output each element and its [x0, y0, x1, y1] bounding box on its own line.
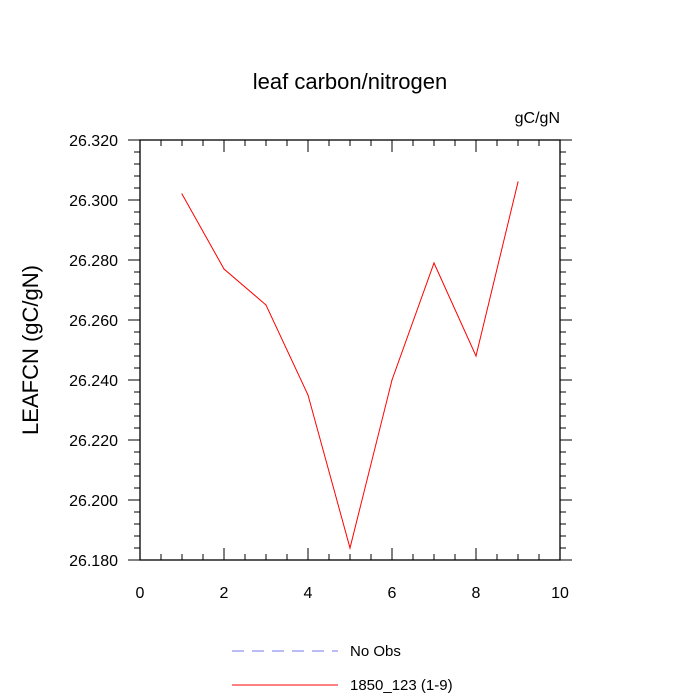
legend-label-no-obs: No Obs — [350, 643, 401, 660]
y-tick-label: 26.200 — [69, 493, 118, 510]
legend: No Obs 1850_123 (1-9) — [232, 643, 453, 694]
x-tick-label: 8 — [472, 585, 481, 602]
x-tick-label: 6 — [388, 585, 397, 602]
y-tick-label: 26.280 — [69, 253, 118, 270]
x-tick-label: 10 — [551, 585, 569, 602]
chart-title: leaf carbon/nitrogen — [253, 69, 447, 94]
plot-frame — [139, 139, 561, 561]
data-point — [433, 262, 435, 264]
y-tick-label: 26.220 — [69, 433, 118, 450]
data-point — [307, 394, 309, 396]
axis-ticks — [128, 139, 572, 561]
y-tick-labels: 26.180 26.200 26.220 26.240 26.260 26.280 26.3… — [69, 133, 118, 570]
series-layer — [181, 181, 519, 550]
legend-label-1850-123: 1850_123 (1-9) — [350, 677, 453, 694]
data-point — [349, 547, 351, 549]
data-point — [475, 355, 477, 357]
series-line-1 — [181, 181, 519, 550]
y-tick-label: 26.260 — [69, 313, 118, 330]
data-point — [265, 304, 267, 306]
data-point — [517, 181, 519, 183]
y-tick-label: 26.240 — [69, 373, 118, 390]
x-tick-label: 2 — [220, 585, 229, 602]
x-tick-label: 4 — [304, 585, 313, 602]
x-tick-label: 0 — [136, 585, 145, 602]
y-tick-label: 26.320 — [69, 133, 118, 150]
y-tick-label: 26.300 — [69, 193, 118, 210]
units-label: gC/gN — [515, 110, 560, 127]
data-point — [223, 268, 225, 270]
y-tick-label: 26.180 — [69, 553, 118, 570]
x-tick-labels: 0 2 4 6 8 10 — [136, 585, 569, 602]
y-axis-label: LEAFCN (gC/gN) — [18, 265, 43, 435]
data-point — [391, 379, 393, 381]
data-point — [181, 193, 183, 195]
